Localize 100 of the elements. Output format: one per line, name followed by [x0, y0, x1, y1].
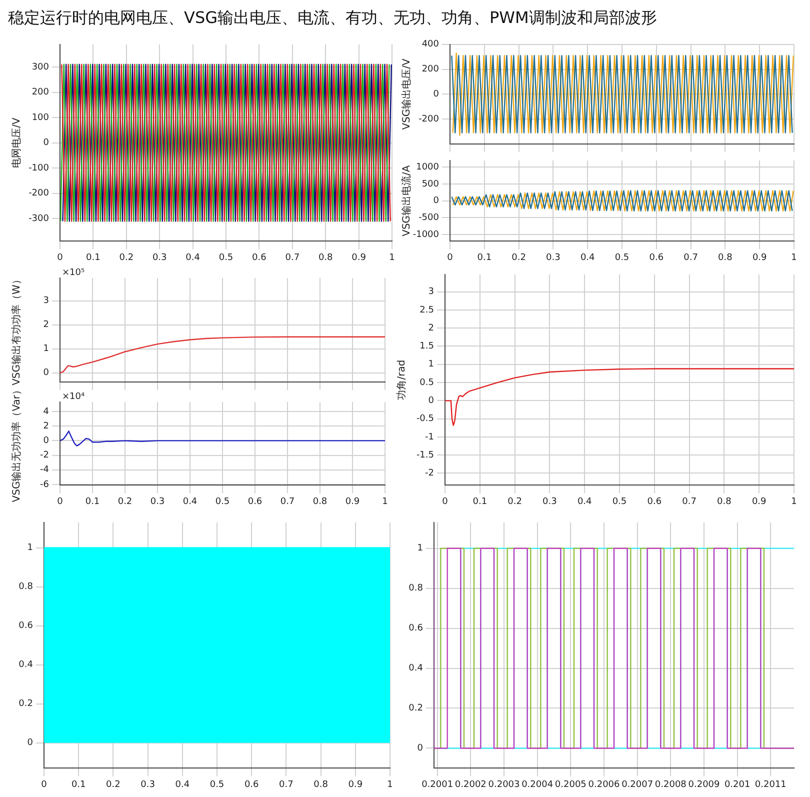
y-axis-title: VSG输出无功功率（Var） [10, 384, 23, 502]
y-axis-title: 电网电压/V [10, 118, 23, 168]
x-tick-label: 1 [791, 252, 797, 263]
x-tick-label: 0.6 [252, 252, 267, 263]
y-tick-label: -4 [40, 465, 50, 476]
y-axis-title: 功角/rad [396, 360, 408, 400]
x-tick-label: 0.1 [85, 496, 100, 507]
y-tick-label: 500 [422, 179, 440, 190]
text: ×10⁴ [62, 392, 85, 402]
chart-title: 稳定运行时的电网电压、VSG输出电压、电流、有功、无功、功角、PWM调制波和局部波形 [8, 8, 657, 29]
y-axis-title: VSG输出电压/V [400, 58, 413, 130]
y-tick-label: 200 [422, 64, 440, 75]
x-tick-label: 0.8 [318, 252, 334, 263]
y-tick-label: 400 [422, 40, 440, 50]
y-tick-label: 100 [32, 112, 50, 123]
x-tick-label: 0.6 [649, 252, 664, 263]
x-tick-label: 0.9 [752, 496, 767, 507]
y-axis-title: VSG输出有功功率（W） [10, 274, 23, 386]
x-tick-label: 0.8 [718, 252, 733, 263]
x-tick-label: 0.2 [508, 496, 522, 507]
x-tick-label: 0.2011 [754, 780, 786, 790]
x-tick-label: 0.2 [512, 252, 526, 263]
x-tick-label: 0.2001 [422, 780, 454, 790]
x-tick-label: 0.9 [752, 252, 768, 263]
x-tick-label: 0.4 [186, 252, 200, 263]
y-tick-label: -200 [418, 114, 440, 124]
x-tick-label: 0.6 [248, 496, 262, 507]
y-tick-label: -200 [28, 188, 50, 199]
x-tick-label: 0.7 [279, 780, 294, 790]
x-tick-label: 1 [791, 496, 797, 507]
y-tick-label: 0.6 [18, 621, 34, 632]
x-tick-label: 0.7 [684, 252, 698, 263]
x-tick-label: 0.6 [244, 780, 260, 790]
x-tick-label: 0 [57, 252, 64, 263]
x-tick-label: 1 [382, 496, 388, 507]
y-tick-label: 0.4 [408, 664, 424, 674]
y-tick-label: 1 [428, 360, 434, 370]
x-tick-label: 0.7 [682, 496, 696, 507]
y-tick-label: 200 [32, 88, 50, 98]
x-tick-label: 0.3 [152, 252, 167, 263]
y-tick-label: 0.2 [18, 699, 33, 710]
y-tick-label: -2 [425, 468, 434, 479]
y-tick-label: 0.5 [420, 378, 434, 388]
text: ×10⁵ [62, 268, 85, 278]
y-tick-label: 2 [428, 323, 434, 334]
y-tick-label: 0.8 [18, 582, 34, 592]
x-tick-label: 0.3 [546, 252, 560, 263]
y-tick-label: 0.6 [408, 624, 424, 634]
y-tick-label: -1 [425, 432, 434, 442]
y-tick-label: 0 [433, 196, 440, 206]
x-tick-label: 0.1 [477, 252, 492, 263]
x-tick-label: 0 [442, 496, 448, 507]
y-tick-label: 0 [417, 744, 424, 754]
x-tick-label: 0.4 [175, 780, 190, 790]
x-tick-label: 0 [447, 252, 454, 263]
x-tick-label: 0.2009 [688, 780, 720, 790]
x-tick-label: 0.2 [106, 780, 120, 790]
x-tick-label: 0.2008 [654, 780, 687, 790]
x-tick-label: 0.2005 [554, 780, 586, 790]
y-tick-label: 2 [43, 421, 49, 432]
x-tick-label: 0.4 [182, 496, 198, 507]
y-tick-label: 1000 [416, 162, 440, 172]
y-tick-label: 1 [27, 543, 33, 554]
x-tick-label: 0.2006 [588, 780, 620, 790]
x-tick-label: 1 [389, 252, 395, 263]
x-tick-label: 0.5 [210, 780, 224, 790]
y-tick-label: -6 [40, 480, 50, 490]
y-tick-label: 3 [43, 296, 49, 306]
x-tick-label: 0.5 [614, 252, 630, 263]
x-tick-label: 0.3 [542, 496, 557, 507]
x-tick-label: 0.3 [150, 496, 165, 507]
x-tick-label: 0.7 [285, 252, 300, 263]
x-tick-label: 0.2 [118, 496, 132, 507]
y-tick-label: 0.8 [408, 584, 424, 594]
y-tick-label: 0 [43, 138, 50, 148]
x-tick-label: 1 [387, 780, 393, 790]
x-tick-label: 0.8 [314, 780, 328, 790]
y-tick-label: 0 [433, 90, 440, 100]
x-tick-label: 0.1 [472, 496, 488, 507]
x-tick-label: 0.5 [218, 252, 234, 263]
x-tick-label: 0.9 [352, 252, 366, 263]
y-tick-label: 0 [428, 396, 434, 406]
x-tick-label: 0.9 [348, 780, 363, 790]
y-tick-label: -100 [28, 163, 50, 174]
x-tick-label: 0.3 [140, 780, 155, 790]
y-tick-label: 0 [43, 436, 50, 446]
y-tick-label: 0 [43, 368, 50, 378]
x-tick-label: 0.1 [86, 252, 100, 263]
x-tick-label: 0.4 [580, 252, 596, 263]
y-tick-label: -2 [40, 450, 49, 461]
x-tick-label: 0.6 [647, 496, 662, 507]
x-tick-label: 0.2 [119, 252, 134, 263]
y-tick-label: 1 [417, 544, 423, 554]
y-tick-label: 4 [43, 406, 50, 417]
x-tick-label: 0.7 [280, 496, 295, 507]
y-axis-title: VSG输出电流/A [400, 165, 413, 236]
y-tick-label: -1000 [412, 230, 440, 240]
x-tick-label: 0.5 [612, 496, 627, 507]
y-tick-label: -0.5 [416, 414, 434, 424]
y-tick-label: 300 [32, 62, 50, 72]
